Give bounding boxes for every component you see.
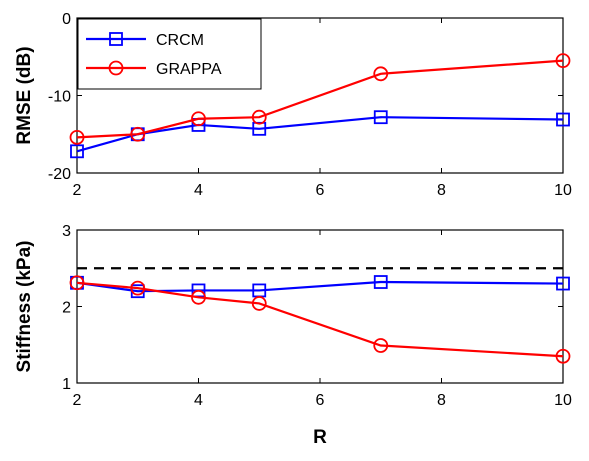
x-tick-label: 6	[316, 182, 325, 199]
data-point-grappa	[251, 109, 267, 125]
data-point-crcm	[373, 110, 388, 125]
x-tick-label: 2	[73, 182, 82, 199]
series-line-crcm	[76, 280, 564, 293]
data-point-grappa	[555, 53, 571, 69]
legend-label: CRCM	[156, 32, 204, 49]
data-point-grappa	[130, 280, 146, 296]
data-point-crcm	[556, 276, 570, 291]
rmse-panel: 2 4 6 8 10 -20 -10 0 RMSE (dB) CRCM GRAPPA	[14, 11, 572, 199]
data-point-grappa	[251, 296, 267, 311]
data-point-grappa	[373, 66, 389, 82]
y-axis-title: RMSE (dB)	[14, 46, 35, 144]
legend-marker	[109, 32, 123, 46]
data-point-grappa	[130, 126, 146, 142]
x-axis-title: R	[313, 427, 327, 448]
x-tick-label: 10	[554, 182, 572, 199]
x-tick-label: 2	[73, 392, 82, 409]
data-point-crcm	[70, 144, 84, 159]
data-point-crcm	[556, 112, 570, 127]
legend-label: GRAPPA	[156, 61, 222, 78]
legend-marker	[108, 60, 124, 76]
x-tick-label: 6	[316, 392, 325, 409]
x-tick-label: 8	[437, 182, 446, 199]
data-point-grappa	[373, 338, 389, 353]
x-tick-label: 4	[194, 182, 203, 199]
data-point-grappa	[69, 129, 85, 145]
data-point-grappa	[191, 289, 206, 305]
y-tick-label: 3	[62, 223, 71, 240]
x-tick-label: 8	[437, 392, 446, 409]
data-point-grappa	[555, 348, 571, 364]
y-axis-title: Stiffness (kPa)	[14, 241, 35, 373]
series-line-crcm	[76, 116, 564, 153]
data-point-grappa	[191, 111, 206, 127]
series-line-grappa	[76, 59, 564, 139]
y-tick-label: -10	[48, 89, 71, 106]
axes-box	[76, 229, 564, 384]
data-point-crcm	[373, 275, 388, 289]
x-tick-label: 10	[554, 392, 572, 409]
y-tick-label: 1	[62, 376, 71, 393]
data-point-grappa	[69, 275, 85, 291]
x-tick-label: 4	[194, 392, 203, 409]
series-line-grappa	[76, 281, 564, 358]
y-tick-label: 2	[62, 300, 71, 317]
legend: CRCM GRAPPA	[77, 18, 262, 90]
legend-box	[77, 18, 262, 90]
y-tick-label: -20	[48, 166, 71, 183]
y-tick-label: 0	[62, 11, 71, 28]
